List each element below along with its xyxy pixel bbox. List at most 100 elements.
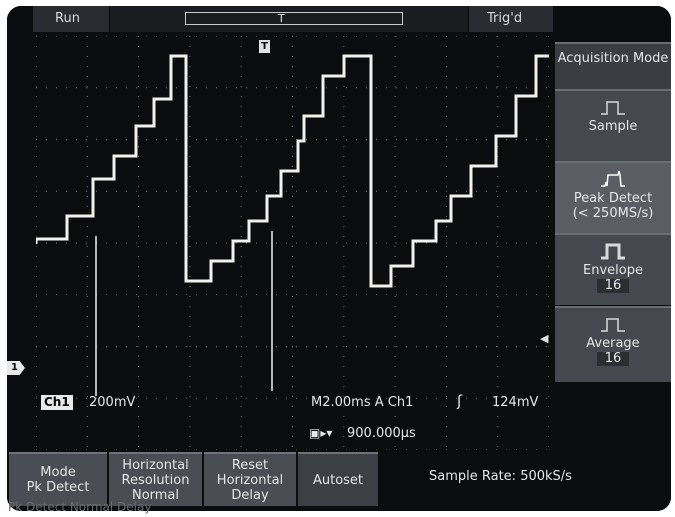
grid-dot (66, 449, 67, 450)
grid-dot (548, 46, 549, 47)
grid-dot (86, 116, 88, 117)
grid-dot (292, 356, 293, 357)
grid-dot (526, 449, 527, 450)
autoset-label: Autoset (312, 472, 364, 488)
grid-dot (189, 146, 191, 147)
grid-dot (476, 87, 477, 89)
grid-dot (343, 126, 345, 127)
grid-dot (189, 116, 191, 117)
grid-dot (292, 76, 293, 77)
horizontal-resolution-button[interactable]: Horizontal Resolution Normal (109, 452, 202, 506)
grid-dot (86, 126, 88, 127)
status-bar: Run T Trig'd (7, 6, 671, 36)
grid-dot (548, 406, 549, 407)
grid-dot (466, 87, 467, 89)
grid-dot (546, 294, 547, 296)
grid-dot (196, 397, 197, 399)
grid-dot (394, 86, 396, 87)
sample-button[interactable]: Sample (555, 89, 671, 161)
grid-dot (346, 139, 347, 140)
grid-dot (46, 242, 47, 244)
grid-dot (343, 156, 345, 157)
grid-dot (138, 366, 140, 367)
grid-dot (343, 306, 345, 307)
grid-dot (497, 116, 499, 117)
grid-dot (256, 397, 257, 399)
grid-dot (548, 316, 549, 317)
grid-dot (216, 139, 217, 140)
grid-dot (292, 246, 293, 247)
grid-dot (86, 206, 88, 207)
reset-horizontal-delay-button[interactable]: Reset Horizontal Delay (204, 452, 296, 506)
grid-dot (116, 36, 117, 37)
autoset-button[interactable]: Autoset (298, 452, 378, 506)
grid-dot (206, 346, 207, 347)
grid-dot (336, 242, 337, 244)
grid-dot (426, 36, 427, 37)
grid-dot (146, 139, 147, 140)
grid-dot (146, 294, 147, 296)
grid-dot (496, 294, 497, 296)
grid-dot (506, 397, 507, 399)
grid-dot (506, 139, 507, 140)
channel-marker-icon[interactable]: 1 (7, 361, 25, 375)
grid-dot (86, 306, 88, 307)
grid-dot (394, 156, 396, 157)
grid-dot (445, 236, 447, 237)
grid-dot (138, 136, 140, 137)
grid-dot (66, 190, 67, 192)
grid-dot (376, 242, 377, 244)
grid-dot (292, 406, 293, 407)
grid-dot (136, 190, 137, 192)
envelope-button[interactable]: Envelope 16 (555, 233, 671, 305)
grid-dot (138, 46, 140, 47)
grid-dot (266, 190, 267, 192)
grid-dot (240, 366, 242, 367)
grid-dot (56, 87, 57, 89)
grid-dot (292, 156, 293, 157)
grid-dot (445, 246, 447, 247)
grid-dot (186, 294, 187, 296)
grid-dot (366, 36, 367, 37)
grid-dot (416, 346, 417, 347)
grid-dot (240, 316, 242, 317)
grid-dot (394, 136, 396, 137)
grid-dot (346, 449, 347, 450)
grid-dot (394, 386, 396, 387)
grid-dot (394, 146, 396, 147)
grid-dot (240, 156, 242, 157)
grid-dot (240, 216, 242, 217)
grid-dot (246, 294, 247, 296)
grid-dot (166, 139, 167, 140)
grid-dot (506, 449, 507, 450)
average-button[interactable]: Average 16 (555, 306, 671, 382)
grid-dot (66, 139, 67, 140)
grid-dot (548, 76, 549, 77)
grid-dot (126, 87, 127, 89)
envelope-label: Envelope (583, 263, 643, 278)
grid-dot (343, 206, 345, 207)
mode-button[interactable]: Mode Pk Detect (9, 452, 107, 506)
peak-detect-button[interactable]: Peak Detect (< 250MS/s) (555, 161, 671, 233)
grid-dot (138, 376, 140, 377)
grid-dot (406, 449, 407, 450)
grid-dot (96, 190, 97, 192)
average-count: 16 (596, 352, 630, 366)
grid-dot (116, 242, 117, 244)
grid-dot (189, 176, 191, 177)
grid-dot (66, 36, 67, 37)
grid-dot (36, 436, 37, 437)
grid-dot (156, 242, 157, 244)
grid-dot (376, 449, 377, 450)
grid-dot (406, 242, 407, 244)
grid-dot (256, 36, 257, 37)
grid-dot (396, 242, 397, 244)
grid-dot (236, 397, 237, 399)
grid-dot (394, 316, 396, 317)
grid-dot (292, 106, 293, 107)
grid-dot (546, 87, 547, 89)
grid-dot (206, 87, 207, 89)
grid-dot (189, 46, 191, 47)
grid-dot (240, 296, 242, 297)
grid-dot (466, 242, 467, 244)
